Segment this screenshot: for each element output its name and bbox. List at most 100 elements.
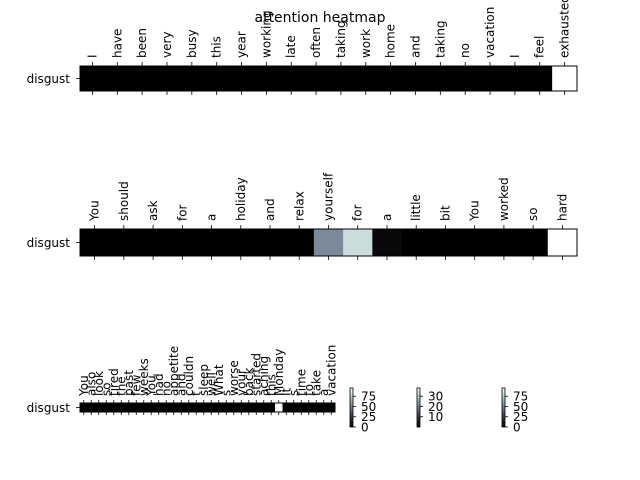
token-label: s: [287, 390, 301, 396]
heatmap-cell: [460, 229, 490, 256]
token-label: had: [152, 373, 166, 396]
heatmap-cell: [154, 66, 180, 91]
heatmap-panel-2: You should ask for a holiday and relax yourself f…: [27, 172, 578, 260]
token-label: a: [380, 214, 394, 221]
colorbar-tick-label: 25: [513, 410, 528, 424]
token-label: appetite: [167, 346, 181, 396]
token-label: You: [144, 375, 158, 397]
token-label: working: [259, 10, 273, 58]
heatmap-cell: [104, 66, 131, 91]
token-label: year: [235, 31, 249, 58]
token-label: relax: [292, 191, 306, 221]
token-label: taking: [433, 20, 447, 58]
token-label: weeks: [137, 358, 151, 396]
row-label: disgust: [27, 72, 71, 86]
heatmap-cell: [452, 66, 478, 91]
heatmap-cell: [95, 403, 103, 412]
colorbar-tick-label: 0: [361, 421, 369, 435]
colorbar-tick-label: 0: [513, 421, 521, 435]
token-label: no: [159, 381, 173, 396]
heatmap-cell: [260, 403, 268, 412]
token-label: well: [204, 372, 218, 396]
heatmap-cell: [110, 403, 118, 412]
token-label: home: [384, 24, 398, 58]
heatmap-cell: [138, 229, 169, 256]
heatmap-cell: [255, 229, 286, 256]
token-label: look: [92, 371, 106, 396]
token-label: hard: [555, 194, 569, 221]
token-label: busy: [185, 29, 199, 58]
heatmap-cell: [527, 66, 553, 91]
token-label: I: [508, 54, 522, 58]
heatmap-cell: [109, 229, 139, 256]
heatmap-cell: [502, 66, 528, 91]
token-label: vacation: [483, 7, 497, 58]
heatmap-cell: [80, 66, 106, 91]
token-label: often: [309, 27, 323, 58]
token-label: this: [264, 374, 278, 396]
token-label: so: [526, 207, 540, 221]
token-label: exhausted: [558, 0, 572, 58]
colorbar-tick-label: 50: [513, 400, 528, 414]
heatmap-cell: [327, 403, 336, 412]
token-label: aching: [257, 356, 271, 396]
heatmap-cell: [185, 403, 193, 412]
heatmap-cell: [489, 229, 519, 256]
heatmap-cell: [328, 66, 354, 91]
heatmap-cell: [297, 403, 306, 412]
heatmap-cell: [253, 66, 280, 91]
heatmap-cell: [282, 403, 291, 412]
heatmap-cell: [147, 403, 156, 412]
token-label: for: [351, 204, 365, 221]
heatmap-cell: [155, 403, 163, 412]
token-label: and: [263, 198, 277, 221]
heatmap-cell: [430, 229, 461, 256]
row-label: disgust: [27, 401, 71, 415]
token-label: taking: [334, 20, 348, 58]
heatmap-cell: [343, 229, 373, 256]
token-label: yourself: [322, 172, 336, 221]
heatmap-cell: [215, 403, 223, 412]
heatmap-cell: [403, 66, 429, 91]
token-label: ask: [146, 200, 160, 221]
heatmap-cell: [303, 66, 329, 91]
heatmap-cell: [162, 403, 171, 412]
heatmap-cell: [177, 403, 186, 412]
token-label: been: [135, 28, 149, 58]
token-label: holiday: [234, 177, 248, 221]
token-label: also: [84, 372, 98, 396]
heatmap-cell: [196, 229, 227, 256]
heatmap-cell: [132, 403, 141, 412]
colorbar-tick-label: 25: [361, 410, 376, 424]
heatmap-cell: [117, 403, 126, 412]
token-label: What: [212, 364, 226, 396]
token-label: You: [468, 200, 482, 222]
token-label: very: [160, 31, 174, 58]
colorbar-tick-label: 20: [428, 400, 443, 414]
token-label: You: [88, 200, 102, 222]
token-label: couldn: [182, 356, 196, 396]
heatmap-cell: [125, 403, 133, 412]
token-label: feel: [533, 36, 547, 58]
colorbar-gradient: [349, 387, 354, 428]
token-label: You: [77, 375, 91, 397]
heatmap-cell: [102, 403, 111, 412]
token-label: Monday: [272, 349, 286, 396]
heatmap-cell: [200, 403, 208, 412]
heatmap-cell: [312, 403, 321, 412]
heatmap-cell: [278, 66, 305, 91]
colorbar-tick-label: 10: [428, 410, 443, 424]
token-label: should: [117, 181, 131, 221]
token-label: take: [309, 370, 323, 396]
token-label: few: [129, 374, 143, 396]
heatmap-cell: [207, 403, 216, 412]
heatmap-cell: [140, 403, 148, 412]
heatmap-cell: [87, 403, 96, 412]
heatmap-cell: [192, 403, 201, 412]
